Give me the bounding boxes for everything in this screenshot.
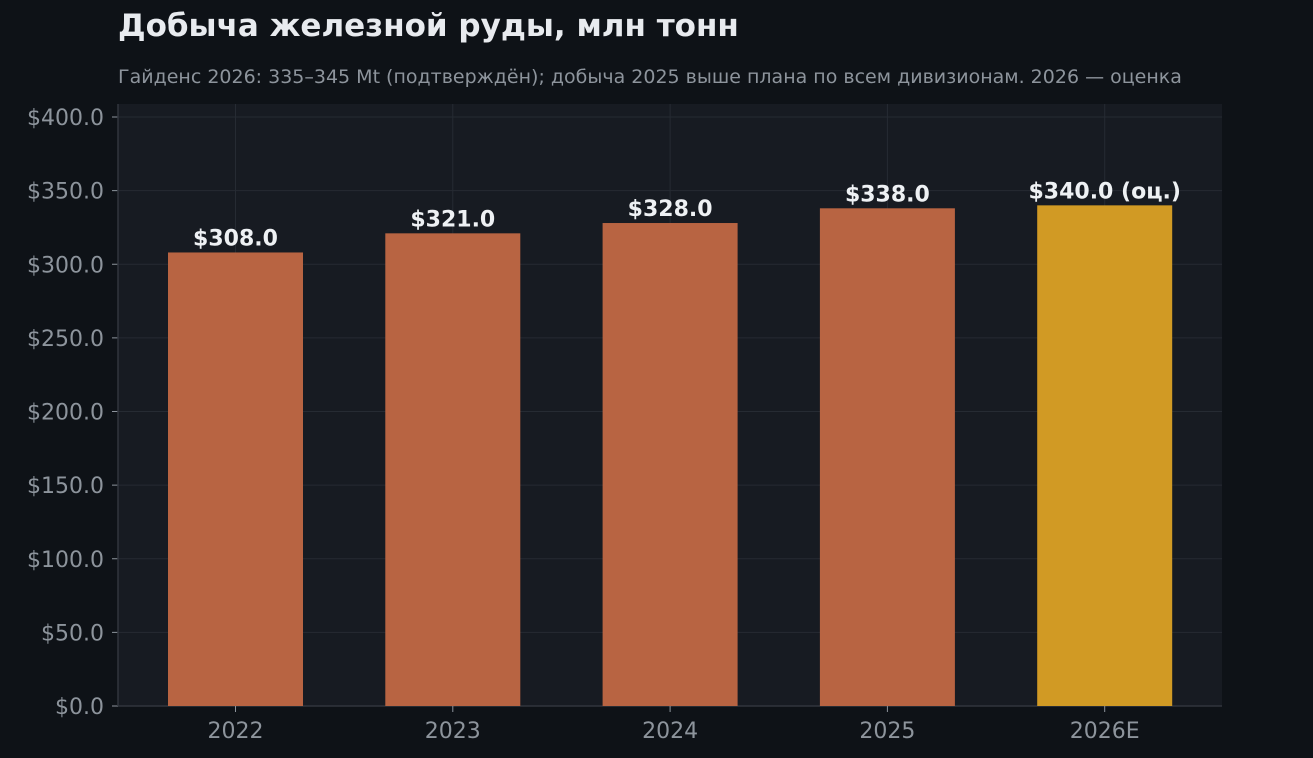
y-tick-label: $100.0 <box>27 548 104 573</box>
y-tick-label: $0.0 <box>55 695 104 720</box>
x-tick-label-2023: 2023 <box>425 719 481 744</box>
label-layer: $308.0 $321.0 $328.0 $338.0 $340.0 (оц.) <box>193 179 1181 251</box>
chart-title: Добыча железной руды, млн тонн <box>118 8 739 44</box>
bar-2025 <box>819 208 955 707</box>
bar-layer <box>168 205 1173 707</box>
y-tick-label: $400.0 <box>27 106 104 131</box>
x-tick-label-2025: 2025 <box>859 719 915 744</box>
data-label-2024: $328.0 <box>628 197 713 222</box>
y-tick-label: $200.0 <box>27 401 104 426</box>
bar-estimate-2026E <box>1037 205 1173 706</box>
y-tick-label: $350.0 <box>27 180 104 205</box>
chart-subtitle: Гайденс 2026: 335–345 Mt (подтверждён); … <box>118 66 1182 88</box>
y-tick-label: $150.0 <box>27 474 104 499</box>
x-tick-label-2026E: 2026E <box>1070 719 1140 744</box>
data-label-2026E: $340.0 (оц.) <box>1028 179 1180 204</box>
x-tick-label-2024: 2024 <box>642 719 698 744</box>
axis-layer: $0.0 $50.0 $100.0 $150.0 $200.0 $250.0 $300.0 $… <box>27 104 1222 744</box>
y-tick-label: $300.0 <box>27 253 104 278</box>
x-tick-label-2022: 2022 <box>208 719 264 744</box>
data-label-2025: $338.0 <box>845 182 930 207</box>
bar-2024 <box>602 223 738 706</box>
y-tick-label: $50.0 <box>41 621 104 646</box>
bar-2023 <box>385 233 521 706</box>
bar-2022 <box>168 252 303 706</box>
data-label-2022: $308.0 <box>193 226 278 251</box>
y-tick-label: $250.0 <box>27 327 104 352</box>
data-label-2023: $321.0 <box>410 207 495 232</box>
